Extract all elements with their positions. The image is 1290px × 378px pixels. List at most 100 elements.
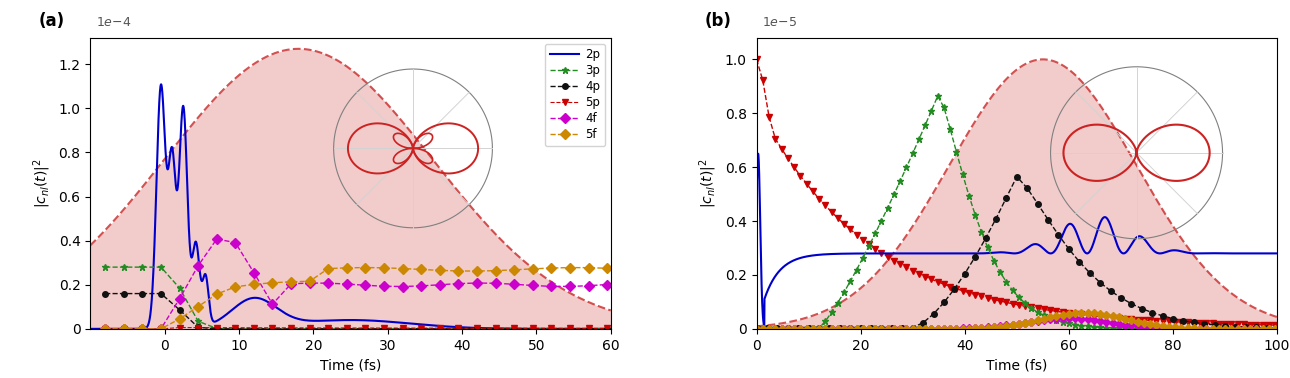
3p <box>470 327 485 331</box>
Y-axis label: $|c_{nl}(t)|^2$: $|c_{nl}(t)|^2$ <box>31 158 53 208</box>
4p <box>543 327 559 331</box>
4f <box>377 284 392 288</box>
4f <box>302 281 317 285</box>
5f <box>543 266 559 270</box>
4f <box>116 327 132 331</box>
Text: $1e{-4}$: $1e{-4}$ <box>95 16 130 29</box>
5p <box>450 326 466 330</box>
4p <box>432 327 448 331</box>
X-axis label: Time (fs): Time (fs) <box>986 358 1047 372</box>
5p <box>543 326 559 331</box>
5p <box>98 327 114 331</box>
Legend: 2p, 3p, 4p, 5p, 4f, 5f: 2p, 3p, 4p, 5p, 4f, 5f <box>546 44 605 146</box>
4p <box>320 327 335 331</box>
2p <box>306 319 321 323</box>
5f <box>98 327 114 331</box>
5p <box>488 326 503 330</box>
4f <box>414 284 430 288</box>
2p <box>302 318 317 323</box>
4f <box>339 282 355 286</box>
3p <box>302 327 317 331</box>
5f <box>432 268 448 273</box>
4p <box>191 325 206 330</box>
4f <box>154 327 169 331</box>
5f <box>470 269 485 273</box>
4f <box>562 284 578 289</box>
5p <box>432 326 448 330</box>
5f <box>525 266 541 271</box>
3p <box>488 327 503 331</box>
4f <box>172 296 187 301</box>
Line: 2p: 2p <box>90 84 611 329</box>
5f <box>172 317 187 321</box>
5f <box>246 282 262 287</box>
5p <box>339 326 355 330</box>
3p <box>525 327 541 331</box>
5p <box>320 326 335 330</box>
5p <box>525 326 541 330</box>
3p <box>562 327 578 331</box>
4p <box>227 327 243 331</box>
4p <box>600 327 615 331</box>
2p <box>587 327 602 331</box>
3p <box>227 327 243 331</box>
4p <box>414 327 430 331</box>
4p <box>339 327 355 331</box>
5p <box>209 325 224 330</box>
5f <box>284 280 299 284</box>
2p <box>604 327 619 331</box>
3p <box>357 327 373 331</box>
3p <box>377 327 392 331</box>
3p <box>600 327 615 331</box>
4f <box>227 240 243 245</box>
2p <box>561 327 577 331</box>
3p <box>209 326 224 331</box>
5f <box>191 304 206 309</box>
4p <box>562 327 578 331</box>
4f <box>488 281 503 285</box>
5p <box>116 327 132 331</box>
3p <box>395 327 410 331</box>
5f <box>580 265 596 270</box>
3p <box>246 327 262 331</box>
3p <box>191 319 206 324</box>
4f <box>191 263 206 268</box>
Text: (b): (b) <box>704 12 731 30</box>
5p <box>246 325 262 330</box>
4f <box>320 281 335 285</box>
5p <box>414 326 430 330</box>
4f <box>284 282 299 286</box>
5f <box>154 327 169 331</box>
Line: 4p: 4p <box>102 291 610 332</box>
5p <box>172 325 187 330</box>
5f <box>562 265 578 270</box>
5f <box>339 266 355 270</box>
5f <box>395 266 410 271</box>
5f <box>116 327 132 331</box>
5f <box>450 269 466 273</box>
5f <box>600 266 615 271</box>
4f <box>98 327 114 331</box>
4p <box>284 327 299 331</box>
5p <box>600 326 615 331</box>
4f <box>450 281 466 286</box>
4p <box>264 327 280 331</box>
4p <box>488 327 503 331</box>
4p <box>507 327 522 331</box>
2p <box>461 325 476 330</box>
5p <box>562 326 578 331</box>
5p <box>357 326 373 330</box>
3p <box>339 327 355 331</box>
5f <box>377 265 392 270</box>
Text: $1e{-5}$: $1e{-5}$ <box>762 16 797 29</box>
2p <box>330 318 346 322</box>
3p <box>543 327 559 331</box>
4f <box>543 284 559 289</box>
3p <box>450 327 466 331</box>
4f <box>209 237 224 242</box>
Text: (a): (a) <box>39 12 64 30</box>
3p <box>134 265 150 270</box>
3p <box>507 327 522 331</box>
Line: 3p: 3p <box>102 263 610 332</box>
4p <box>357 327 373 331</box>
